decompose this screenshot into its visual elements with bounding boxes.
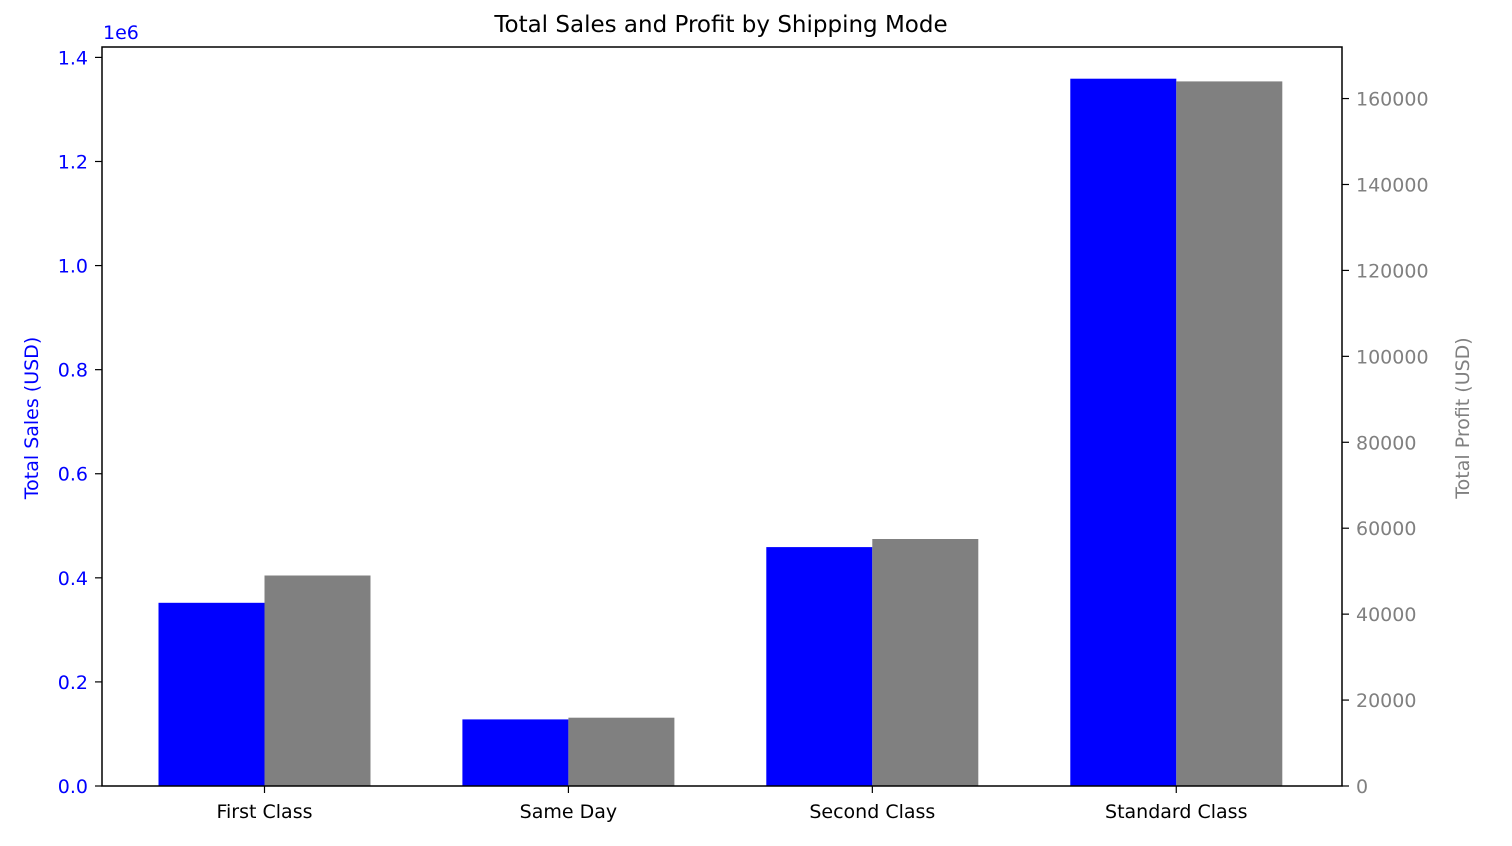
chart-title: Total Sales and Profit by Shipping Mode [493, 12, 947, 38]
left-tick-label: 1.0 [58, 256, 88, 278]
right-tick-label: 60000 [1356, 518, 1416, 540]
right-tick-label: 40000 [1356, 604, 1416, 626]
left-tick-label: 1.2 [58, 151, 88, 173]
right-tick-label: 100000 [1356, 346, 1429, 368]
profit-bar-2 [872, 539, 978, 786]
right-tick-label: 140000 [1356, 174, 1429, 196]
profit-bar-3 [1176, 81, 1282, 786]
sales-bar-3 [1070, 79, 1176, 786]
left-tick-label: 1.4 [58, 47, 88, 69]
right-tick-label: 80000 [1356, 432, 1416, 454]
left-tick-label: 0.0 [58, 776, 88, 798]
left-tick-label: 0.2 [58, 672, 88, 694]
left-tick-label: 0.8 [58, 360, 88, 382]
right-axis-label: Total Profit (USD) [1452, 337, 1474, 499]
right-tick-label: 160000 [1356, 89, 1429, 111]
profit-bar-0 [265, 576, 371, 787]
x-tick-label: First Class [216, 801, 312, 823]
right-tick-label: 120000 [1356, 260, 1429, 282]
left-axis-ticks: 0.0 0.2 0.4 0.6 0.8 1.0 1.2 1.4 [58, 47, 102, 798]
profit-bar-1 [568, 718, 674, 786]
left-axis-scale-note: 1e6 [103, 22, 139, 44]
x-tick-label: Standard Class [1105, 801, 1247, 823]
left-tick-label: 0.6 [58, 464, 88, 486]
right-tick-label: 20000 [1356, 690, 1416, 712]
sales-bar-1 [462, 719, 568, 786]
sales-bar-0 [159, 603, 265, 786]
left-tick-label: 0.4 [58, 568, 88, 590]
bars-group [159, 79, 1283, 786]
right-tick-label: 0 [1356, 776, 1368, 798]
left-axis-label: Total Sales (USD) [21, 337, 43, 500]
sales-bar-2 [766, 547, 872, 786]
x-tick-label: Second Class [809, 801, 935, 823]
x-axis-ticks: First Class Same Day Second Class Standard … [216, 786, 1247, 823]
x-tick-label: Same Day [520, 801, 617, 823]
right-axis-ticks: 0 20000 40000 60000 80000 100000 120000 140000 1… [1342, 89, 1429, 798]
